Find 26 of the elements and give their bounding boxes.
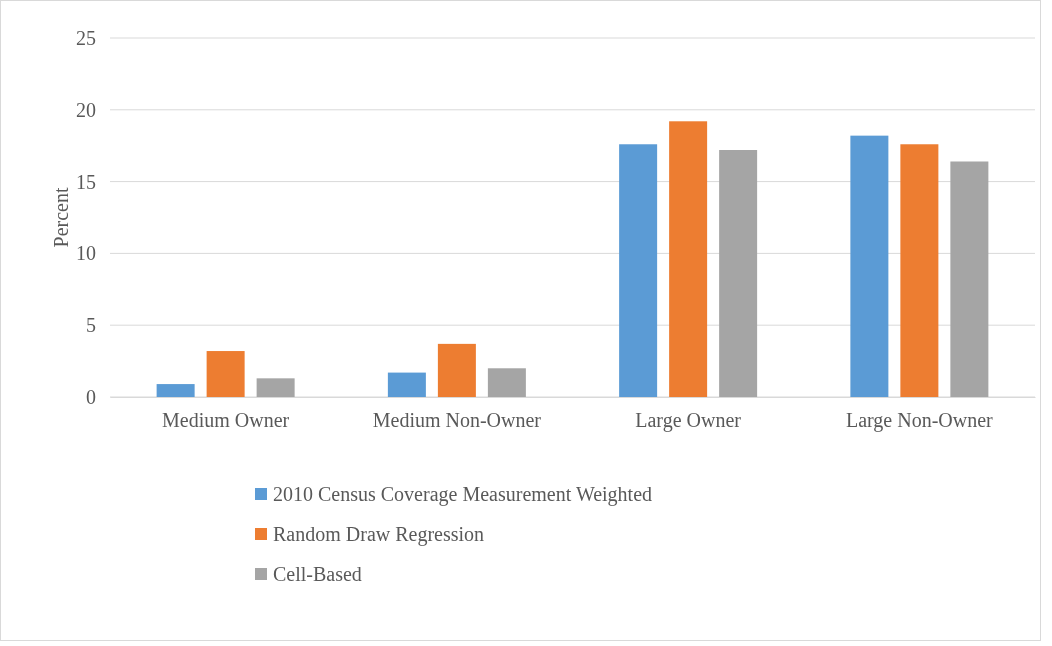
y-tick-label: 25 (76, 26, 96, 49)
bar (719, 150, 758, 397)
x-tick-label: Large Non-Owner (845, 409, 994, 432)
x-tick-label: Medium Owner (162, 409, 290, 431)
bar (487, 368, 526, 397)
bar (850, 135, 889, 397)
bar (387, 372, 426, 397)
bar (156, 384, 195, 397)
bar (900, 144, 939, 397)
y-axis-title: Percent (50, 187, 72, 248)
y-tick-label: 20 (76, 98, 96, 121)
bar (619, 144, 658, 397)
legend-label: Cell-Based (273, 563, 362, 585)
bar (437, 343, 476, 397)
y-tick-label: 10 (76, 242, 96, 265)
bar (256, 378, 295, 397)
y-tick-label: 15 (76, 170, 96, 193)
x-tick-label: Large Owner (635, 409, 742, 432)
legend-label: 2010 Census Coverage Measurement Weighted (273, 483, 653, 506)
bar (206, 351, 245, 397)
legend-label: Random Draw Regression (273, 523, 485, 546)
y-tick-label: 5 (86, 314, 96, 337)
x-tick-label: Medium Non-Owner (372, 409, 542, 431)
bar (669, 121, 708, 397)
bar (950, 161, 989, 397)
y-tick-label: 0 (86, 385, 96, 408)
